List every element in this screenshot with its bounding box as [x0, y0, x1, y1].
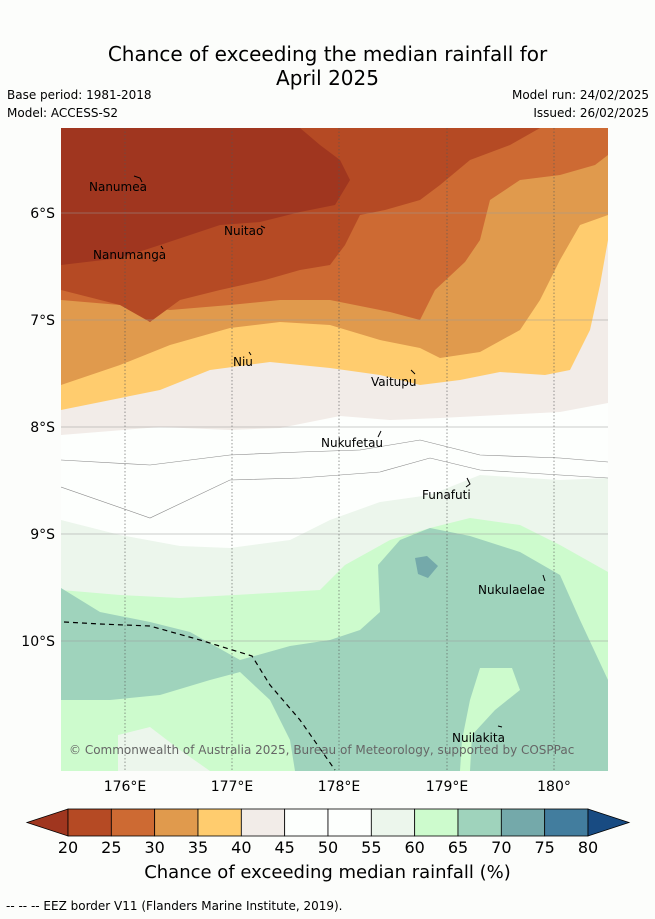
- chart-title-line1: Chance of exceeding the median rainfall …: [107, 42, 548, 66]
- colorbar-segment: [154, 808, 199, 837]
- lat-tick-9s: 9°S: [30, 527, 55, 543]
- contour-lines: [61, 439, 608, 519]
- colorbar-segment: [457, 808, 502, 837]
- colorbar-title: Chance of exceeding median rainfall (%): [144, 862, 511, 883]
- colorbar-tick-label: 30: [144, 838, 165, 857]
- label-nanumea: Nanumea: [89, 180, 147, 194]
- label-nuitao: Nuitao: [224, 224, 263, 238]
- colorbar-segment: [370, 808, 416, 837]
- lon-tick-178e: 178°E: [318, 779, 361, 795]
- label-nuilakita: Nuilakita: [452, 731, 505, 745]
- lat-tick-7s: 7°S: [30, 313, 55, 329]
- gridlines: [124, 128, 555, 771]
- eez-border: [63, 621, 336, 771]
- islands: [133, 175, 546, 728]
- colorbar-tick-label: 65: [447, 838, 469, 857]
- lon-tick-labels: 176°E 177°E 178°E 179°E 180°: [104, 779, 571, 795]
- lat-gridlines: [61, 212, 608, 642]
- colorbar-segment: [544, 808, 589, 837]
- place-labels: Nanumea Nuitao Nanumanga Niu Vaitupu Nuk…: [89, 180, 545, 745]
- lon-tick-180: 180°: [537, 779, 571, 795]
- colorbar-tick-label: 60: [404, 838, 425, 857]
- colorbar-tick-label: 55: [361, 838, 382, 857]
- colorbar-tick-label: 70: [491, 838, 512, 857]
- colorbar-tick-label: 40: [231, 838, 252, 857]
- colorbar-tick-label: 50: [317, 838, 339, 857]
- colorbar-tick-label: 75: [534, 838, 555, 857]
- model-run: Model run: 24/02/2025: [511, 88, 649, 102]
- lat-tick-6s: 6°S: [30, 206, 55, 222]
- issued-date: Issued: 26/02/2025: [533, 106, 649, 120]
- chart-title-line2: April 2025: [276, 66, 379, 90]
- lat-tick-labels: 6°S 7°S 8°S 9°S 10°S: [21, 206, 55, 650]
- colorbar-under-arrow: [25, 808, 69, 837]
- colorbar-segment: [197, 808, 242, 837]
- colorbar: [25, 808, 631, 837]
- lon-tick-176e: 176°E: [104, 779, 147, 795]
- contour-fill: [61, 128, 608, 771]
- colorbar-segment: [414, 808, 459, 837]
- label-funafuti: Funafuti: [422, 488, 471, 502]
- colorbar-segment: [240, 808, 286, 837]
- colorbar-tick-label: 20: [57, 838, 79, 857]
- copyright-notice: © Commonwealth of Australia 2025, Bureau…: [69, 743, 574, 757]
- eez-legend-note: -- -- -- EEZ border V11 (Flanders Marine…: [6, 899, 343, 913]
- lat-tick-8s: 8°S: [30, 420, 55, 436]
- base-period: Base period: 1981-2018: [7, 88, 152, 102]
- lon-tick-179e: 179°E: [426, 779, 469, 795]
- model-name: Model: ACCESS-S2: [7, 106, 119, 120]
- colorbar-over-arrow: [587, 808, 631, 837]
- colorbar-tick-label: 80: [577, 838, 599, 857]
- lon-tick-177e: 177°E: [211, 779, 254, 795]
- colorbar-tick-label: 45: [274, 838, 295, 857]
- label-nukulaelae: Nukulaelae: [478, 583, 545, 597]
- label-vaitupu: Vaitupu: [371, 375, 417, 389]
- colorbar-tick-label: 25: [101, 838, 122, 857]
- colorbar-segment: [110, 808, 156, 837]
- colorbar-tick-label: 35: [187, 838, 209, 857]
- colorbar-segment: [284, 808, 329, 837]
- label-nanumanga: Nanumanga: [93, 248, 166, 262]
- colorbar-segment: [67, 808, 112, 837]
- lat-tick-10s: 10°S: [21, 634, 55, 650]
- colorbar-segment: [327, 808, 372, 837]
- label-niu: Niu: [233, 355, 253, 369]
- label-nukufetau: Nukufetau: [321, 436, 383, 450]
- colorbar-segment: [500, 808, 546, 837]
